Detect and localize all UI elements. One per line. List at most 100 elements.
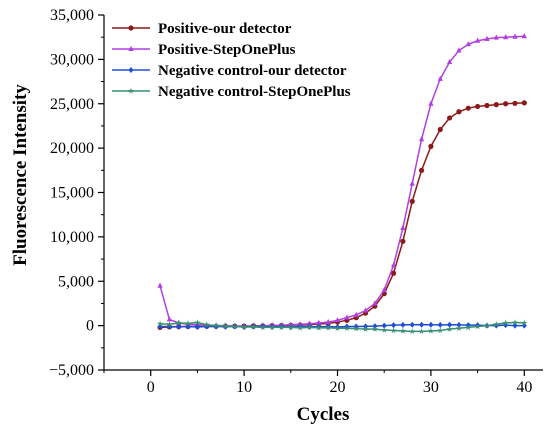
data-point	[400, 238, 406, 244]
data-point	[157, 282, 163, 288]
data-point	[503, 33, 509, 40]
data-point	[194, 319, 201, 326]
data-point	[381, 322, 387, 329]
data-point	[194, 323, 201, 330]
data-point	[409, 198, 415, 204]
data-point	[437, 327, 444, 334]
y-tick-label: 35,000	[50, 7, 94, 24]
data-point	[493, 34, 499, 40]
data-point	[324, 324, 332, 331]
data-point	[212, 322, 220, 329]
data-point	[306, 320, 313, 326]
x-axis-title: Cycles	[297, 404, 350, 425]
data-point	[493, 320, 500, 328]
data-point	[475, 37, 481, 43]
data-point	[352, 325, 360, 332]
data-point	[175, 319, 182, 326]
data-point	[222, 322, 229, 329]
data-point	[437, 321, 443, 328]
data-point	[371, 325, 379, 332]
data-point	[502, 319, 509, 326]
data-point	[446, 321, 453, 328]
legend-item-4: Negative control-StepOnePlus	[112, 84, 351, 100]
legend-marker	[128, 45, 134, 51]
data-point	[166, 316, 172, 322]
data-point	[465, 324, 472, 331]
y-tick-label: 20,000	[50, 140, 94, 157]
axes	[98, 14, 543, 376]
y-tick-label: 30,000	[50, 51, 94, 68]
x-tick-label: 20	[330, 379, 346, 396]
data-point	[400, 321, 406, 328]
legend-marker	[128, 67, 134, 73]
y-tick-label: 0	[86, 318, 94, 335]
data-point	[437, 126, 443, 133]
data-point	[409, 327, 416, 335]
legend-label: Negative control-our detector	[158, 63, 347, 79]
data-point	[372, 300, 378, 306]
data-point	[259, 324, 267, 331]
legend-label: Positive-our detector	[158, 21, 292, 37]
data-point	[418, 136, 425, 142]
data-point	[428, 143, 434, 149]
data-point	[512, 100, 518, 106]
data-point	[334, 317, 341, 323]
data-point	[428, 321, 434, 328]
data-point	[390, 322, 397, 329]
data-point	[176, 323, 182, 330]
data-point	[343, 324, 351, 332]
data-point	[287, 324, 295, 331]
data-point	[399, 327, 407, 334]
series-1	[157, 100, 527, 330]
data-point	[353, 311, 359, 317]
data-point	[437, 75, 443, 81]
data-point	[446, 115, 453, 121]
series-line	[159, 35, 525, 327]
data-point	[362, 307, 369, 313]
data-point	[521, 33, 527, 39]
data-point	[278, 324, 285, 331]
data-point	[344, 314, 350, 320]
data-point	[484, 35, 490, 41]
data-point	[381, 286, 387, 293]
data-point	[428, 100, 434, 106]
series-line	[160, 321, 525, 333]
data-point	[427, 327, 435, 334]
legend-marker	[128, 25, 134, 31]
legend-item-1: Positive-our detector	[112, 21, 292, 37]
data-point	[315, 324, 323, 331]
data-point	[484, 102, 490, 109]
data-point	[503, 101, 509, 107]
data-point	[184, 320, 192, 327]
x-tick-label: 0	[147, 379, 155, 396]
y-tick-label: 25,000	[50, 96, 94, 113]
legend-item-2: Positive-StepOnePlus	[112, 42, 296, 58]
legend-label: Negative control-StepOnePlus	[158, 84, 351, 100]
data-point	[521, 319, 528, 326]
data-point	[325, 318, 331, 325]
data-point	[362, 325, 369, 332]
y-tick-label: 15,000	[50, 185, 94, 202]
data-point	[493, 102, 499, 108]
y-axis-title: Fluorescence Intensity	[10, 84, 31, 266]
y-tick-label: 10,000	[50, 229, 94, 246]
data-point	[446, 325, 453, 332]
data-point	[231, 323, 238, 330]
data-point	[156, 320, 164, 327]
data-point	[240, 323, 248, 330]
y-tick-label: 5,000	[58, 273, 94, 290]
legend-item-3: Negative control-our detector	[112, 63, 347, 79]
data-point	[456, 47, 462, 53]
data-point	[483, 322, 491, 329]
data-point	[203, 321, 210, 328]
data-point	[418, 167, 425, 173]
data-point	[521, 100, 527, 106]
data-point	[511, 319, 519, 326]
x-tick-label: 10	[236, 379, 252, 396]
data-point	[474, 323, 481, 330]
data-point	[446, 58, 453, 65]
data-point	[475, 103, 481, 110]
data-point	[334, 324, 341, 332]
legend: Positive-our detector Positive-StepOnePlu…	[112, 21, 351, 100]
